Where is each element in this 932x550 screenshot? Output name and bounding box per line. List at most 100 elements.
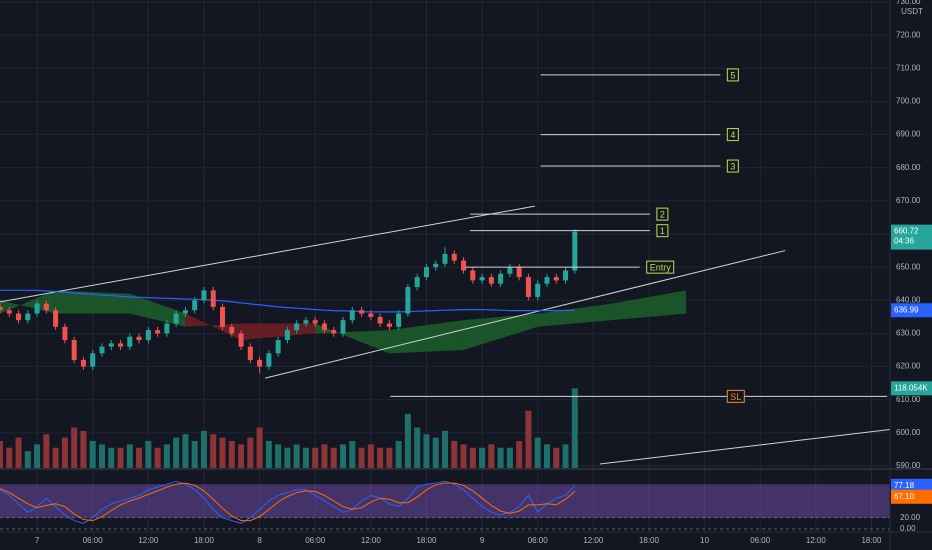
candle-body — [266, 353, 272, 367]
volume-bar — [312, 447, 319, 468]
cloud-segment — [537, 303, 612, 327]
x-tick-label: 18:00 — [416, 536, 437, 545]
last-price-label: 660.72 — [894, 227, 919, 236]
trendline — [265, 250, 786, 379]
x-tick-label: 06:00 — [528, 536, 549, 545]
candle-body — [201, 290, 207, 301]
volume-bar — [117, 447, 124, 468]
volume-bar — [321, 444, 328, 468]
x-tick-label: 12:00 — [583, 536, 604, 545]
candle-body — [43, 303, 49, 311]
candle-body — [386, 323, 392, 327]
volume-bar — [89, 441, 96, 468]
level-label: Entry — [650, 263, 672, 273]
candle-body — [182, 310, 188, 314]
level-label-box — [726, 68, 739, 82]
volume-bar — [219, 437, 226, 468]
volume-bar — [34, 444, 41, 468]
volume-bar — [469, 447, 476, 468]
y-tick-label: 710.00 — [896, 63, 921, 72]
last-price-label-box — [891, 224, 932, 250]
volume-bar — [534, 437, 541, 468]
y-tick-label: 720.00 — [896, 30, 921, 39]
countdown-label: 04:36 — [894, 237, 915, 246]
y-tick-label: 730.00 — [896, 0, 921, 6]
volume-bar — [377, 447, 384, 468]
stoch-k-label-box — [891, 478, 932, 493]
candle-body — [507, 267, 513, 274]
cloud-segment — [185, 313, 242, 341]
volume-label: 118.054K — [894, 383, 928, 392]
volume-bar — [126, 444, 133, 468]
volume-bar — [358, 447, 365, 468]
candle-body — [192, 300, 198, 311]
level-label: 2 — [660, 209, 665, 219]
candle-body — [451, 253, 457, 261]
x-tick-label: 06:00 — [750, 536, 771, 545]
candle-body — [470, 270, 476, 281]
volume-bar — [571, 388, 578, 468]
level-label: 5 — [730, 70, 735, 80]
candle-body — [284, 330, 290, 341]
stoch-line — [0, 480, 576, 524]
volume-bar — [516, 441, 523, 468]
y-tick-label: 590.00 — [896, 461, 921, 470]
candle-body — [535, 283, 541, 297]
volume-bar — [191, 441, 198, 468]
volume-bar — [0, 441, 3, 468]
volume-bar — [414, 427, 421, 468]
candle-body — [423, 267, 429, 278]
candle-body — [414, 277, 420, 288]
x-tick-label: 8 — [257, 536, 262, 545]
level-label: 1 — [660, 226, 665, 236]
candle-body — [108, 343, 114, 347]
volume-bar — [479, 447, 486, 468]
volume-bar — [340, 444, 347, 468]
stoch-band — [0, 484, 890, 518]
x-tick-label: 10 — [700, 536, 709, 545]
candle-body — [275, 340, 281, 354]
volume-bar — [108, 447, 115, 468]
candle-body — [461, 260, 467, 271]
candle-body — [127, 336, 133, 347]
candle-body — [303, 320, 309, 324]
x-tick-label: 06:00 — [305, 536, 326, 545]
candle-body — [349, 310, 355, 321]
moving-average — [0, 289, 575, 313]
candle-body — [340, 320, 346, 334]
volume-bar — [451, 441, 458, 468]
candle-body — [488, 277, 494, 284]
volume-bar — [238, 444, 245, 468]
y-tick-label: 680.00 — [896, 163, 921, 172]
candle-body — [479, 277, 485, 281]
candle-body — [294, 323, 300, 331]
y-tick-label: 650.00 — [896, 262, 921, 271]
volume-bar — [404, 414, 411, 468]
volume-bar — [43, 434, 50, 468]
candle-body — [155, 330, 161, 334]
cloud-segment — [463, 313, 538, 350]
currency-label: USDT — [901, 7, 923, 16]
y-tick-label: 640.00 — [896, 295, 921, 304]
level-label-box — [726, 389, 745, 403]
candle-body — [498, 273, 504, 284]
y-tick-label: 670.00 — [896, 196, 921, 205]
candle-body — [229, 326, 235, 334]
stoch-line — [0, 482, 576, 522]
volume-bar — [256, 427, 263, 468]
volume-bar — [24, 451, 31, 468]
stoch-tick-label: 20.00 — [900, 513, 921, 522]
volume-bar — [293, 444, 300, 468]
level-label-box — [646, 260, 675, 274]
volume-bar — [6, 447, 13, 468]
trendline — [599, 429, 890, 465]
volume-bar — [395, 441, 402, 468]
candle-body — [80, 359, 86, 367]
candle-body — [16, 313, 22, 321]
candle-body — [572, 231, 578, 271]
volume-bar — [525, 410, 532, 468]
stoch-k-label: 77.18 — [894, 481, 915, 490]
cloud-segment — [389, 320, 464, 354]
candle-body — [312, 320, 318, 324]
